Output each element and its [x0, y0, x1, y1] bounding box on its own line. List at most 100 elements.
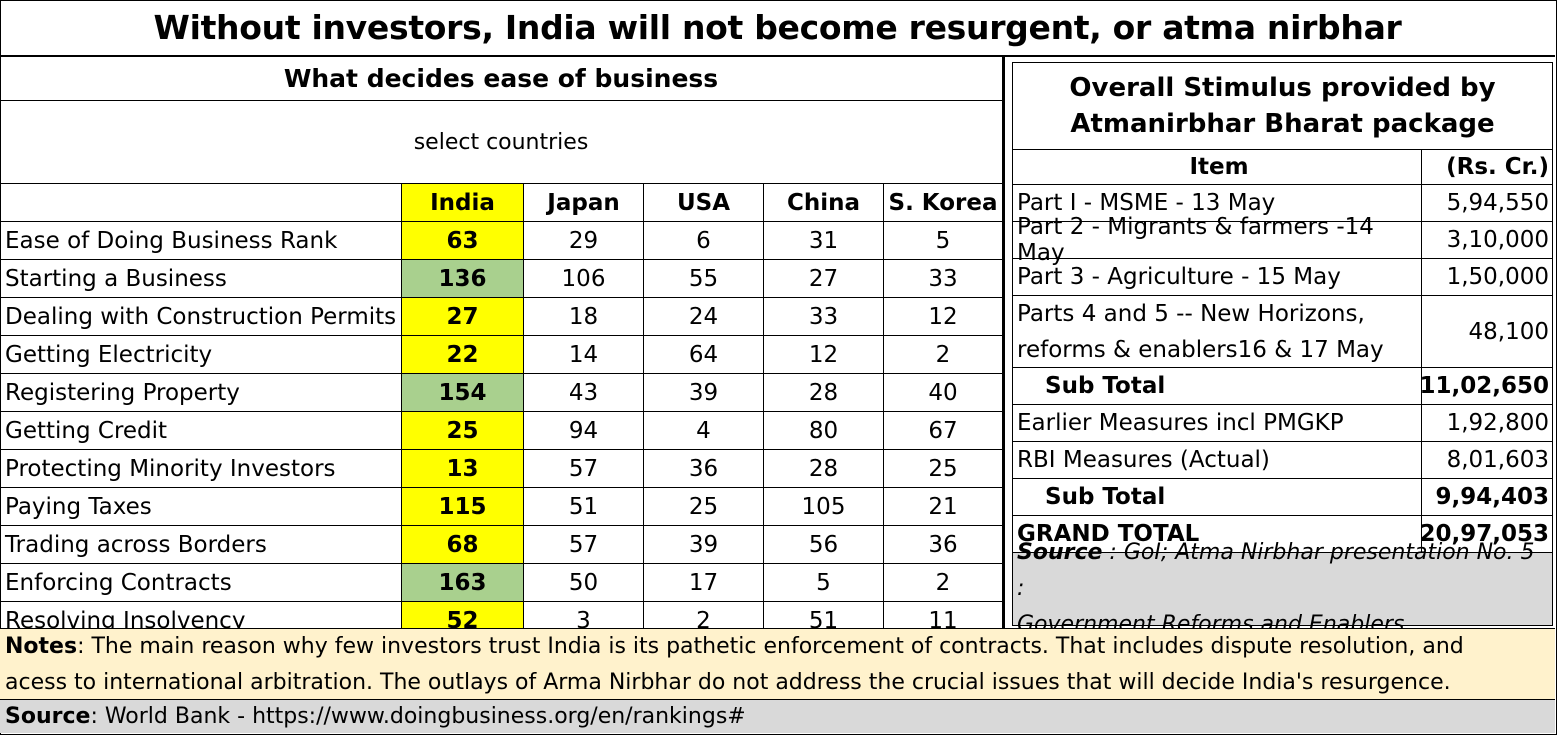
cell-usa: 36	[644, 450, 764, 487]
cell-india: 25	[402, 412, 524, 449]
stimulus-source: Source : GoI; Atma Nirbhar presentation …	[1013, 540, 1552, 637]
table-header-row: India Japan USA China S. Korea	[0, 184, 1002, 222]
cell-usa: 39	[644, 526, 764, 563]
cell-japan: 18	[524, 298, 644, 335]
stimulus-item: Part 2 - Migrants & farmers -14 May	[1013, 214, 1422, 266]
cell-usa: 55	[644, 260, 764, 297]
stimulus-amount: 48,100	[1468, 318, 1549, 345]
stimulus-source-label: Source	[1017, 540, 1103, 565]
stimulus-item: Part 3 - Agriculture - 15 May	[1013, 259, 1422, 295]
stimulus-item-line2: reforms & enablers16 & 17 May	[1017, 336, 1384, 363]
cell-japan: 57	[524, 450, 644, 487]
stimulus-amount: 3,10,000	[1446, 227, 1549, 253]
cell-s-korea: 25	[928, 455, 958, 482]
stimulus-amount: 20,97,053	[1419, 521, 1550, 547]
stimulus-amount: 9,94,403	[1435, 484, 1550, 510]
cell-usa: 4	[644, 412, 764, 449]
cell-usa: 2	[644, 602, 764, 639]
cell-india: 27	[402, 298, 524, 335]
ease-table-body: Ease of Doing Business Rank 63 29 6 31 5 Start…	[0, 222, 1002, 639]
row-label: Ease of Doing Business Rank	[0, 222, 402, 259]
cell-china: 33	[764, 298, 884, 335]
cell-s-korea: 36	[928, 531, 958, 558]
cell-usa: 64	[644, 336, 764, 373]
stimulus-row: Parts 4 and 5 -- New Horizons, reforms & …	[1013, 296, 1552, 368]
stimulus-amount: 1,50,000	[1446, 264, 1549, 290]
row-label: Starting a Business	[0, 260, 402, 297]
stimulus-item: Earlier Measures incl PMGKP	[1013, 405, 1422, 441]
footer-source: Source: World Bank - https://www.doingbu…	[0, 700, 1555, 733]
cell-s-korea: 5	[935, 227, 951, 254]
cell-usa: 24	[644, 298, 764, 335]
stimulus-title-line2: Atmanirbhar Bharat package	[1070, 109, 1495, 139]
stimulus-item: Part I - MSME - 13 May	[1013, 185, 1422, 221]
cell-india: 163	[402, 564, 524, 601]
stimulus-row: Part I - MSME - 13 May 5,94,550	[1013, 185, 1552, 222]
cell-s-korea: 12	[928, 303, 958, 330]
cell-s-korea: 33	[928, 265, 958, 292]
cell-usa: 17	[644, 564, 764, 601]
cell-india: 136	[402, 260, 524, 297]
ease-table-subheading: select countries	[0, 101, 1002, 184]
header-china: China	[764, 184, 884, 221]
stimulus-item: RBI Measures (Actual)	[1013, 442, 1422, 478]
stimulus-row: Sub Total 9,94,403	[1013, 479, 1552, 516]
cell-usa: 6	[644, 222, 764, 259]
cell-usa: 25	[644, 488, 764, 525]
stimulus-title-line1: Overall Stimulus provided by	[1069, 73, 1496, 103]
notes-text2: acess to international arbitration. The …	[5, 670, 1451, 695]
header-india: India	[402, 184, 524, 221]
footer-source-label: Source	[5, 704, 91, 729]
table-row: Ease of Doing Business Rank 63 29 6 31 5	[0, 222, 1002, 260]
cell-india: 63	[402, 222, 524, 259]
cell-s-korea: 21	[928, 493, 958, 520]
cell-japan: 43	[524, 374, 644, 411]
stimulus-item-line1: Parts 4 and 5 -- New Horizons,	[1017, 300, 1365, 327]
cell-japan: 106	[524, 260, 644, 297]
stimulus-item: Sub Total	[1013, 479, 1422, 515]
row-label: Paying Taxes	[0, 488, 402, 525]
cell-usa: 39	[644, 374, 764, 411]
row-label: Registering Property	[0, 374, 402, 411]
header-usa: USA	[644, 184, 764, 221]
stimulus-row: GRAND TOTAL 20,97,053	[1013, 516, 1552, 553]
row-label: Getting Credit	[0, 412, 402, 449]
stimulus-amount: 5,94,550	[1446, 190, 1549, 216]
table-row: Getting Electricity 22 14 64 12 2	[0, 336, 1002, 374]
cell-japan: 57	[524, 526, 644, 563]
row-label: Getting Electricity	[0, 336, 402, 373]
header-s-korea: S. Korea	[888, 189, 998, 216]
stimulus-table-body: Part I - MSME - 13 May 5,94,550 Part 2 - M…	[1013, 185, 1552, 553]
row-label: Enforcing Contracts	[0, 564, 402, 601]
cell-china: 28	[764, 374, 884, 411]
row-label: Dealing with Construction Permits	[0, 298, 402, 335]
stimulus-amount: 11,02,650	[1419, 373, 1550, 399]
cell-japan: 94	[524, 412, 644, 449]
footer-source-text: : World Bank - https://www.doingbusiness…	[90, 704, 746, 729]
stimulus-item: GRAND TOTAL	[1013, 516, 1422, 552]
table-row: Registering Property 154 43 39 28 40	[0, 374, 1002, 412]
cell-china: 5	[764, 564, 884, 601]
stimulus-row: Earlier Measures incl PMGKP 1,92,800	[1013, 405, 1552, 442]
cell-china: 105	[764, 488, 884, 525]
table-row: Dealing with Construction Permits 27 18 24 3…	[0, 298, 1002, 336]
table-row: Starting a Business 136 106 55 27 33	[0, 260, 1002, 298]
stimulus-row: Sub Total 11,02,650	[1013, 368, 1552, 405]
table-row: Trading across Borders 68 57 39 56 36	[0, 526, 1002, 564]
row-label: Protecting Minority Investors	[0, 450, 402, 487]
cell-china: 28	[764, 450, 884, 487]
cell-india: 22	[402, 336, 524, 373]
header-japan: Japan	[524, 184, 644, 221]
cell-japan: 50	[524, 564, 644, 601]
ease-of-business-table: What decides ease of business select cou…	[0, 57, 1005, 639]
cell-s-korea: 40	[928, 379, 958, 406]
cell-china: 80	[764, 412, 884, 449]
header-blank	[0, 184, 402, 221]
stimulus-item: Sub Total	[1013, 368, 1422, 404]
notes-text1: : The main reason why few investors trus…	[77, 634, 1464, 659]
notes-box: Notes: The main reason why few investors…	[0, 628, 1555, 700]
header-amount: (Rs. Cr.)	[1446, 154, 1549, 180]
cell-japan: 29	[524, 222, 644, 259]
stimulus-source-line1: Source : GoI; Atma Nirbhar presentation …	[1017, 535, 1548, 607]
cell-china: 31	[764, 222, 884, 259]
